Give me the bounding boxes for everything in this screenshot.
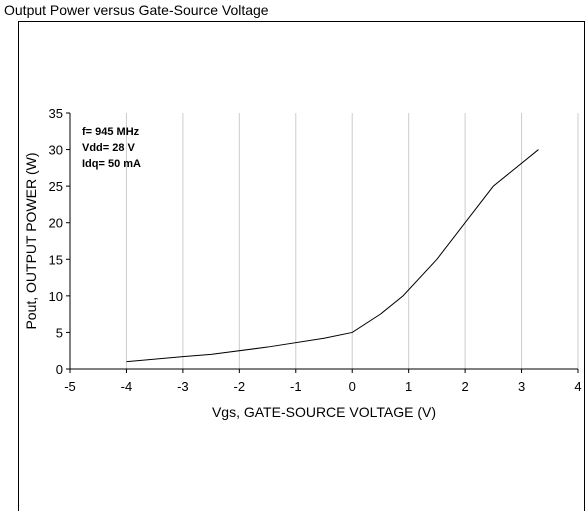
tick-labels: 0 5 10 15 20 25 30 35 -5 -4 -3 -2 -1 0 1 2 3 4 [49,106,582,394]
x-tick-label-1: -4 [121,379,133,394]
x-tick-label-3: -2 [234,379,246,394]
x-tick-label-6: 1 [405,379,412,394]
y-tick-label-5: 25 [49,179,63,194]
x-tick-label-4: -1 [290,379,302,394]
x-tick-label-8: 3 [518,379,525,394]
x-axis-title: Vgs, GATE-SOURCE VOLTAGE (V) [212,404,436,420]
x-tick-label-7: 2 [461,379,468,394]
annotation-1: Vdd= 28 V [82,142,136,154]
grid-lines [125,113,579,369]
series-layer [126,149,539,363]
y-tick-label-2: 10 [49,289,63,304]
series-line-0 [126,149,539,363]
axes [69,113,578,370]
annotation-2: Idq= 50 mA [82,158,141,170]
y-tick-label-0: 0 [56,362,63,377]
x-tick-label-9: 4 [574,379,581,394]
y-tick-label-3: 15 [49,252,63,267]
annotation-0: f= 945 MHz [82,126,140,138]
x-tick-label-5: 0 [349,379,356,394]
x-tick-label-0: -5 [64,379,76,394]
y-axis-title: Pout, OUTPUT POWER (W) [23,152,39,329]
y-tick-label-4: 20 [49,216,63,231]
figure-frame [18,21,585,511]
y-tick-label-7: 35 [49,106,63,121]
figure-caption: Output Power versus Gate-Source Voltage [4,2,269,18]
annotations: f= 945 MHz Vdd= 28 V Idq= 50 mA [82,126,141,170]
y-tick-label-1: 5 [56,325,63,340]
x-tick-label-2: -3 [177,379,189,394]
y-tick-label-6: 30 [49,143,63,158]
